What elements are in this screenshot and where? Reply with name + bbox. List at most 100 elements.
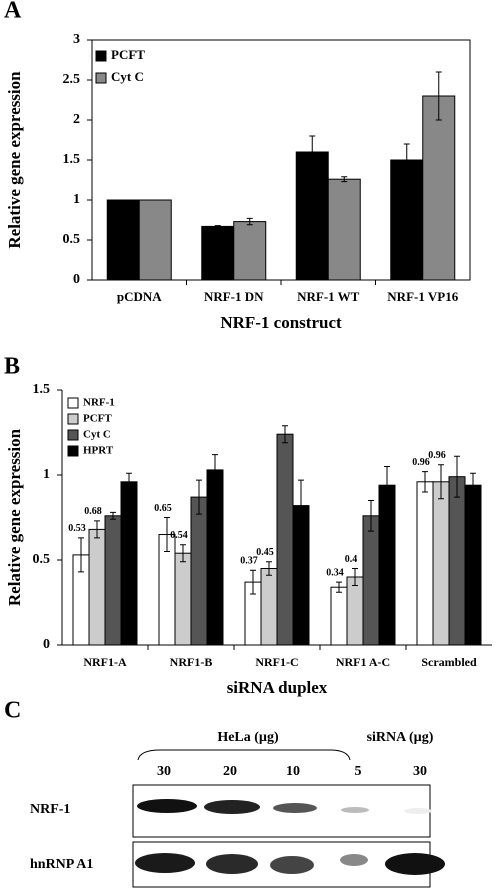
error-bar (266, 561, 272, 576)
y-tick-label: 0.5 (63, 232, 81, 247)
legend-label: HPRT (83, 445, 114, 457)
error-bar (246, 217, 253, 226)
error-bar (341, 176, 348, 183)
bar (138, 199, 172, 281)
bracket (137, 749, 351, 761)
legend-swatch (67, 445, 79, 457)
x-tick-label: NRF-1 WT (297, 289, 360, 304)
band (135, 853, 195, 873)
y-tick-label: 0.5 (33, 552, 51, 567)
bar (390, 159, 424, 281)
error-bar (438, 464, 444, 500)
error-bar (298, 479, 304, 532)
legend-swatch (95, 72, 107, 84)
error-bar (384, 466, 390, 505)
lane-label: 20 (223, 764, 237, 779)
error-bar (368, 500, 374, 532)
y-tick-label: 0 (73, 272, 80, 287)
error-bar (282, 425, 288, 444)
error-bar (336, 581, 342, 593)
bar (416, 481, 434, 646)
bar (174, 552, 192, 646)
y-tick-label: 2 (73, 112, 80, 127)
error-bar (196, 479, 202, 515)
legend-label: PCFT (111, 47, 145, 62)
error-bar (164, 517, 170, 552)
band (206, 854, 258, 874)
bar (432, 481, 450, 646)
lane-label: 5 (355, 764, 362, 779)
lane-label: 30 (413, 764, 427, 779)
panel-label: A (4, 0, 22, 24)
panel-label: B (4, 354, 20, 380)
legend-swatch (67, 413, 79, 425)
value-label: 0.96 (428, 450, 446, 461)
x-tick-label: NRF1-B (170, 655, 213, 669)
x-tick-label: NRF1 A-C (336, 655, 390, 669)
value-label: 0.53 (68, 523, 86, 534)
bar (260, 568, 278, 646)
error-bar (78, 537, 84, 573)
row-label: hnRNP A1 (30, 857, 93, 872)
x-tick-label: Scrambled (421, 655, 477, 669)
band (404, 808, 432, 814)
bar (362, 515, 380, 646)
value-label: 0.54 (170, 530, 188, 541)
lane-label: 10 (286, 764, 300, 779)
x-tick-label: NRF-1 DN (204, 289, 264, 304)
band (340, 854, 368, 866)
bar (206, 469, 224, 646)
y-tick-label: 1.5 (63, 152, 81, 167)
value-label: 0.4 (345, 554, 358, 565)
error-bar (435, 71, 442, 121)
legend-label: Cyt C (83, 429, 111, 441)
y-axis-title: Relative gene expression (5, 428, 24, 606)
x-axis-title: NRF-1 construct (220, 313, 342, 332)
bar (448, 476, 466, 646)
bar (346, 576, 364, 646)
bar (464, 484, 482, 646)
legend-swatch (95, 50, 107, 62)
error-bar (470, 472, 476, 498)
band (273, 803, 317, 813)
legend-label: NRF-1 (83, 397, 115, 409)
bar (233, 221, 267, 281)
bar (378, 484, 396, 646)
error-bar (212, 454, 218, 486)
legend-label: PCFT (83, 413, 112, 425)
x-tick-label: pCDNA (117, 289, 162, 304)
group-label: siRNA (µg) (367, 730, 434, 745)
legend-label: Cyt C (111, 69, 144, 84)
x-tick-label: NRF1-A (83, 655, 127, 669)
legend-swatch (67, 397, 79, 409)
error-bar (403, 143, 410, 177)
x-tick-label: NRF-1 VP16 (387, 289, 458, 304)
bar (190, 496, 208, 646)
bar (330, 586, 348, 646)
bar (106, 199, 140, 281)
error-bar (110, 511, 116, 520)
value-label: 0.96 (412, 457, 430, 468)
y-tick-label: 1 (43, 467, 50, 482)
error-bar (126, 472, 132, 491)
legend-swatch (67, 429, 79, 441)
bar (276, 433, 294, 646)
error-bar (250, 569, 256, 595)
panel-label: C (4, 698, 21, 724)
band (204, 800, 260, 814)
lane-label: 30 (157, 764, 171, 779)
y-tick-label: 2.5 (63, 72, 81, 87)
value-label: 0.68 (84, 506, 102, 517)
band (270, 856, 314, 874)
y-tick-label: 1.5 (33, 382, 51, 397)
bar (327, 178, 361, 281)
error-bar (309, 135, 316, 169)
band (341, 807, 369, 813)
bar (104, 515, 122, 646)
bar (88, 528, 106, 646)
band (137, 799, 197, 813)
y-axis-title: Relative gene expression (5, 71, 24, 249)
group-label: HeLa (µg) (217, 730, 279, 745)
value-label: 0.37 (240, 555, 258, 566)
